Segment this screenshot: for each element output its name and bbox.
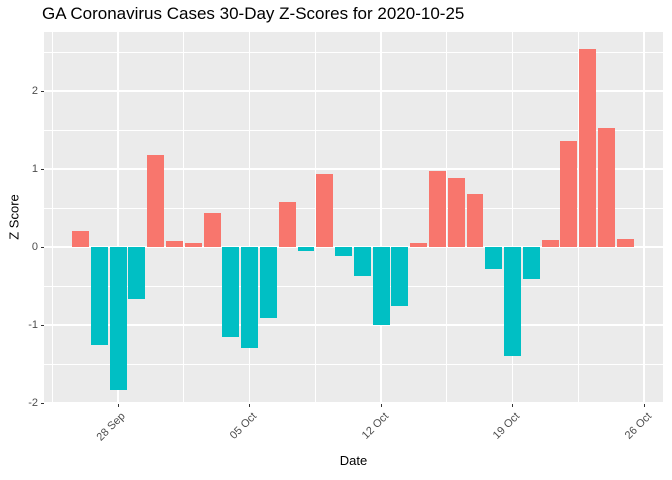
x-tick bbox=[380, 403, 382, 407]
gridline-minor-vertical bbox=[446, 31, 448, 404]
gridline-minor-horizontal bbox=[44, 207, 663, 209]
bar bbox=[297, 247, 315, 251]
bar bbox=[579, 48, 597, 247]
bar bbox=[504, 247, 521, 357]
bar bbox=[616, 239, 634, 247]
x-tick bbox=[249, 403, 251, 407]
gridline-minor-horizontal bbox=[44, 363, 663, 365]
x-tick bbox=[643, 403, 645, 407]
gridline-major-horizontal bbox=[44, 402, 663, 404]
bar bbox=[466, 193, 484, 247]
bar bbox=[109, 247, 127, 390]
x-tick-label: 26 Oct bbox=[622, 409, 654, 442]
bar bbox=[560, 140, 578, 247]
gridline-major-vertical bbox=[248, 31, 251, 404]
gridline-minor-vertical bbox=[577, 31, 579, 404]
x-tick bbox=[117, 403, 119, 407]
x-axis-title: Date bbox=[339, 453, 368, 468]
bar bbox=[128, 247, 146, 300]
gridline-major-horizontal bbox=[44, 90, 663, 92]
y-tick-label: -1 bbox=[28, 318, 38, 331]
gridline-minor-horizontal bbox=[44, 285, 663, 287]
bar bbox=[316, 174, 334, 247]
y-tick bbox=[40, 324, 44, 326]
bar bbox=[335, 247, 352, 257]
x-tick-label: 28 Sep bbox=[94, 409, 128, 443]
bar bbox=[597, 127, 615, 247]
y-tick-label: 1 bbox=[31, 162, 38, 175]
gridline-major-vertical bbox=[511, 31, 514, 404]
gridline-major-horizontal bbox=[44, 246, 663, 248]
bar bbox=[522, 247, 540, 279]
bar bbox=[428, 171, 446, 247]
gridline-minor-vertical bbox=[52, 31, 53, 404]
bar bbox=[166, 240, 183, 247]
x-tick-label: 05 Oct bbox=[228, 409, 260, 442]
bar bbox=[72, 231, 90, 247]
gridline-minor-vertical bbox=[183, 31, 185, 404]
bar bbox=[353, 247, 371, 276]
chart-title: GA Coronavirus Cases 30-Day Z-Scores for… bbox=[42, 4, 465, 23]
bar bbox=[241, 247, 259, 349]
gridline-major-vertical bbox=[117, 31, 119, 404]
bar bbox=[372, 247, 390, 325]
gridline-major-vertical bbox=[643, 31, 645, 404]
bar bbox=[410, 243, 428, 247]
bar bbox=[391, 247, 409, 306]
bar bbox=[203, 212, 221, 247]
y-tick-label: 2 bbox=[31, 84, 38, 97]
x-tick bbox=[512, 403, 514, 407]
y-tick bbox=[40, 402, 44, 404]
y-tick bbox=[40, 246, 44, 248]
y-axis-title: Z Score bbox=[6, 194, 22, 240]
y-tick bbox=[40, 90, 44, 92]
gridline-minor-vertical bbox=[314, 31, 316, 404]
bar bbox=[147, 154, 165, 247]
bar bbox=[278, 201, 296, 247]
y-tick-label: -2 bbox=[28, 396, 38, 409]
bar bbox=[90, 247, 108, 346]
gridline-major-vertical bbox=[380, 31, 382, 404]
x-tick-label: 12 Oct bbox=[359, 409, 391, 442]
bar bbox=[541, 239, 559, 247]
plot-panel bbox=[44, 31, 663, 404]
y-tick bbox=[40, 168, 44, 170]
gridline-major-horizontal bbox=[44, 168, 663, 170]
bar bbox=[447, 178, 465, 247]
bar bbox=[259, 247, 277, 318]
bar bbox=[485, 247, 503, 269]
gridline-minor-horizontal bbox=[44, 51, 663, 53]
gridline-minor-horizontal bbox=[44, 129, 663, 131]
x-tick-label: 19 Oct bbox=[490, 409, 523, 442]
gridline-major-horizontal bbox=[44, 324, 663, 326]
bar bbox=[222, 247, 240, 338]
bar bbox=[184, 243, 202, 247]
y-tick-label: 0 bbox=[31, 240, 38, 253]
